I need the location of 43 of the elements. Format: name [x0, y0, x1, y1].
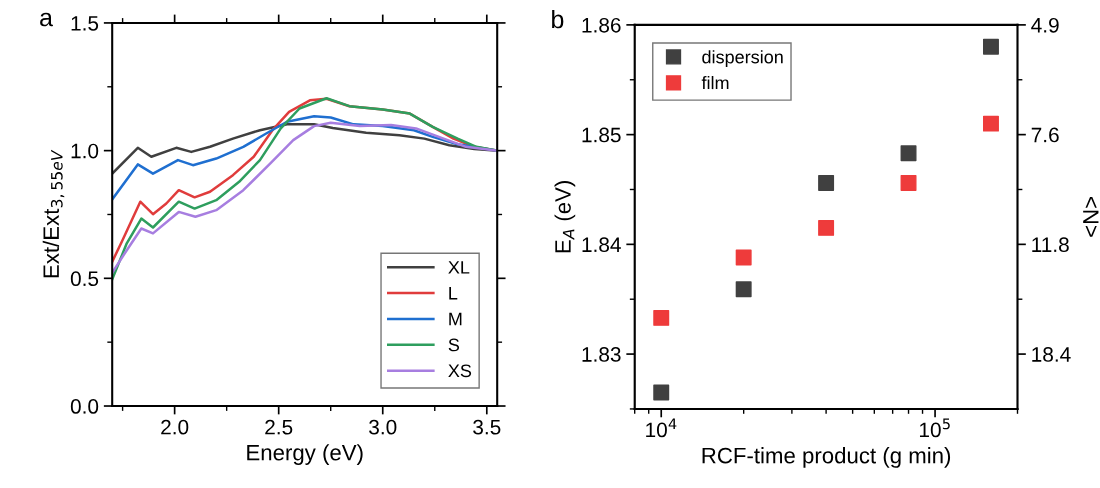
x-tick-label: 10$^{5}$ — [919, 418, 950, 438]
y2-axis-title: <N> — [1083, 197, 1099, 237]
x-tick-label: 10$^{4}$ — [646, 418, 677, 438]
legend-label: XS — [448, 364, 472, 378]
point — [818, 219, 835, 236]
legend-label: film — [701, 76, 729, 90]
x-tick-label: 3.0 — [369, 419, 397, 435]
point — [982, 38, 999, 55]
legend-label: S — [448, 338, 460, 352]
point — [735, 281, 752, 298]
point — [982, 115, 999, 132]
legend-label: dispersion — [702, 50, 783, 67]
legend-label: L — [449, 286, 458, 300]
y-tick-label: 1.0 — [71, 143, 99, 159]
point — [735, 249, 752, 266]
x-axis-title: RCF-time product (g min) — [702, 447, 951, 468]
category-label: 7.6 — [1031, 127, 1059, 143]
point — [900, 145, 917, 162]
legend-label: XL — [448, 261, 470, 274]
category-label: 18.4 — [1032, 347, 1071, 362]
point — [653, 309, 670, 326]
legend-label: M — [449, 312, 462, 326]
y-tick-label: 1.83 — [582, 347, 621, 362]
y-axis-title: E$_{A}$ (eV) — [554, 181, 576, 253]
line-series — [112, 121, 498, 274]
y-tick-label: 0.0 — [70, 399, 99, 414]
y-tick-label: 1.5 — [71, 16, 99, 31]
point — [653, 384, 670, 401]
y-tick-label: 1.86 — [582, 17, 621, 33]
y-tick-label: 0.5 — [70, 271, 99, 287]
point — [900, 174, 917, 191]
x-tick-label: 3.5 — [473, 419, 501, 435]
category-label: 11.8 — [1032, 237, 1069, 253]
y-tick-label: 1.85 — [582, 127, 621, 143]
y-tick-label: 1.84 — [582, 237, 621, 253]
chart-title: b — [552, 9, 564, 29]
chart-title: a — [40, 12, 53, 27]
y-axis-title: Ext/Ext$_{3,55eV}$ — [42, 149, 65, 278]
point — [818, 174, 835, 191]
x-tick-label: 2.0 — [161, 419, 189, 435]
category-label: 4.9 — [1031, 17, 1059, 33]
x-tick-label: 2.5 — [265, 419, 293, 435]
x-axis-title: Energy (eV) — [247, 444, 363, 465]
